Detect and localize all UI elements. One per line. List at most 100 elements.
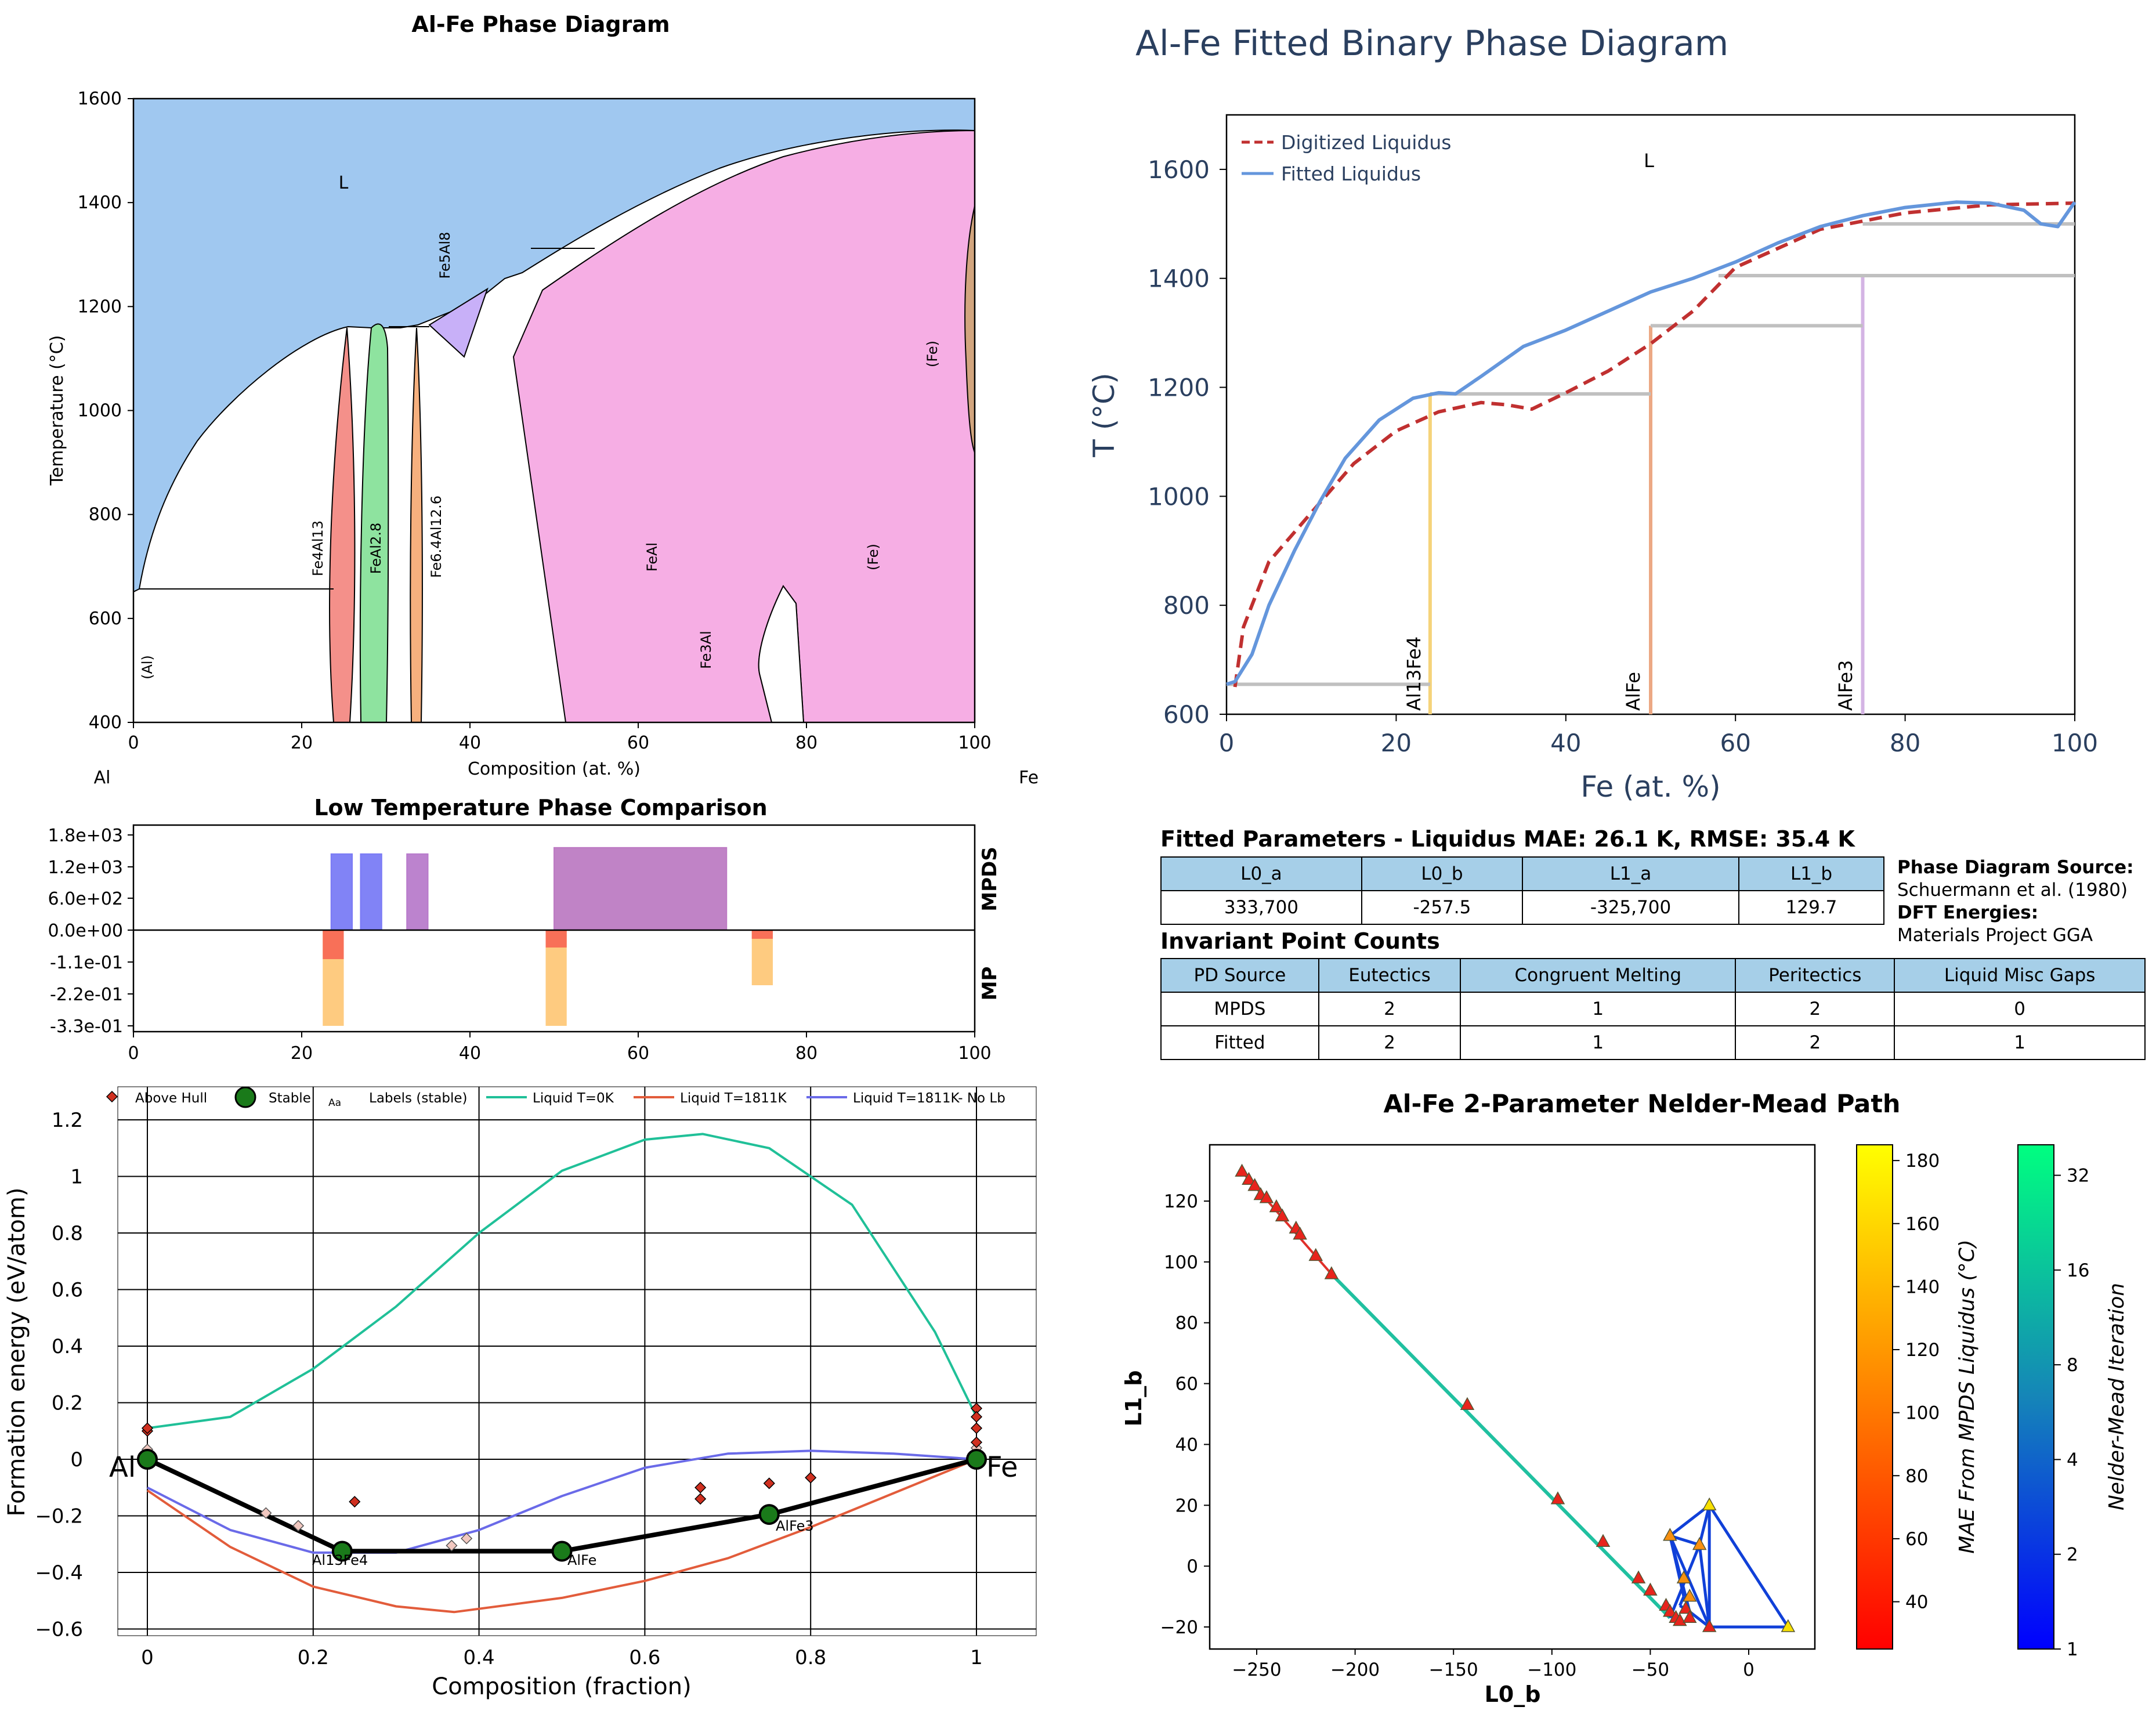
- x-tick-label: 0: [128, 733, 139, 753]
- y-tick-label: 1.8e+03: [48, 826, 123, 846]
- simplex-edge: [1678, 1596, 1685, 1607]
- nelder-mead-xlabel: L0_b: [1485, 1682, 1541, 1707]
- y-tick-label: 400: [89, 713, 122, 733]
- formation-energy-grid: [118, 1087, 1036, 1636]
- phase-comparison-frame: [132, 824, 976, 1033]
- y-tick-label: 60: [1175, 1374, 1198, 1395]
- legend-liquid0-text: Liquid T=0K: [533, 1091, 614, 1106]
- above-hull-light-marker: [461, 1532, 473, 1545]
- y-tick-label: 600: [1163, 700, 1210, 729]
- mae-point-low: [1550, 1491, 1565, 1505]
- feal28-label: FeAl2.8: [368, 523, 384, 574]
- legend-labels-text: Labels (stable): [369, 1091, 468, 1106]
- fe3al-label: Fe3Al: [698, 631, 714, 669]
- cbar-tick-label: 120: [1905, 1340, 1940, 1361]
- fe4al13-region: [329, 327, 356, 723]
- formation-energy-panel: 0 0.2 0.4 0.6 0.8 1 1.2 1 0.8 0.6 0.4 0.2 0 −0.2 −0.4 −…: [3, 1086, 1037, 1700]
- cbar-tick-label: 100: [1905, 1403, 1940, 1424]
- params-table: L0_a L0_b L1_a L1_b 333,700 -257.5 -325,…: [1160, 856, 1884, 925]
- above-hull-light-marker: [292, 1520, 305, 1532]
- dft-value: Materials Project GGA: [1897, 925, 2093, 946]
- invariant-cell: 2: [1735, 992, 1895, 1026]
- x-tick-label: 80: [1890, 729, 1920, 757]
- invariant-cell: 2: [1735, 1025, 1895, 1060]
- cbar-tick-label: 80: [1905, 1466, 1928, 1487]
- stable-marker: [551, 1541, 573, 1562]
- above-hull-marker: [349, 1496, 361, 1508]
- cbar-tick-label: 180: [1905, 1151, 1940, 1171]
- params-header-l0a: L0_a: [1160, 856, 1362, 891]
- stable-label-alfe: AlFe: [567, 1552, 596, 1568]
- above-hull-marker: [141, 1422, 154, 1434]
- stable-marker: [758, 1504, 780, 1525]
- mpds-bar: [360, 853, 382, 931]
- mae-point-low: [1308, 1247, 1323, 1261]
- end-right-label: Fe: [986, 1451, 1018, 1484]
- mp-side-label: MP: [978, 967, 1001, 1001]
- x-tick-label: 60: [627, 1043, 649, 1064]
- mae-point-low: [1596, 1534, 1611, 1547]
- phase-label-al13fe4: Al13Fe4: [1403, 637, 1425, 711]
- phase-diagram-ylabel: Temperature (°C): [47, 335, 67, 486]
- invariant-header-source: PD Source: [1160, 958, 1319, 993]
- y-tick-label: 6.0e+02: [48, 889, 123, 909]
- mae-point-low: [1663, 1604, 1677, 1617]
- table-row: Fitted 2 1 2 1: [1160, 1025, 2146, 1060]
- x-tick-label: −100: [1527, 1659, 1576, 1680]
- dft-title: DFT Energies:: [1897, 902, 2039, 923]
- phase-diagram-title: Al-Fe Phase Diagram: [411, 12, 670, 37]
- formation-energy-frame: [117, 1086, 1037, 1636]
- x-tick-label: 0: [1219, 729, 1235, 757]
- above-hull-marker: [694, 1481, 707, 1494]
- above-hull-marker: [970, 1436, 983, 1448]
- legend-fitted-text: Fitted Liquidus: [1281, 162, 1421, 185]
- phase-comparison-panel: Low Temperature Phase Comparison 1.8e+03…: [48, 795, 1001, 1064]
- mae-point-low: [1293, 1227, 1307, 1240]
- y-tick-label: -1.1e-01: [50, 953, 123, 973]
- x-tick-label: 0.6: [629, 1646, 660, 1669]
- mae-point-low: [1643, 1582, 1658, 1596]
- params-table-title: Fitted Parameters - Liquidus MAE: 26.1 K…: [1160, 826, 1855, 852]
- params-header-l1b: L1_b: [1738, 856, 1884, 891]
- nelder-mead-panel: Al-Fe 2-Parameter Nelder-Mead Path −250−…: [1121, 1090, 2129, 1707]
- phase-label-alfe: AlFe: [1622, 672, 1644, 711]
- mae-point-low: [1324, 1266, 1339, 1279]
- formation-energy-legend: Above Hull Stable Aa Labels (stable) Liq…: [106, 1086, 1005, 1109]
- y-tick-label: 1200: [78, 296, 122, 317]
- x-tick-label: 0: [141, 1646, 154, 1669]
- x-tick-label: 40: [459, 733, 481, 753]
- cbar-tick-label: 60: [1905, 1529, 1928, 1550]
- liquid-1811k-curve: [146, 1458, 977, 1614]
- mae-point-low: [1235, 1163, 1249, 1177]
- fitted-diagram-title: Al-Fe Fitted Binary Phase Diagram: [1135, 23, 1728, 64]
- y-tick-label: -2.2e-01: [50, 985, 123, 1005]
- y-tick-label: -3.3e-01: [50, 1017, 123, 1037]
- x-tick-label: −250: [1232, 1659, 1281, 1680]
- y-tick-label: 20: [1175, 1495, 1198, 1516]
- params-header-l1a: L1_a: [1521, 856, 1740, 891]
- y-tick-label: 1600: [1148, 156, 1210, 184]
- phase-diagram-axes: 0 20 40 60 80 100 400 600 800 1000 1200 1400 1600: [78, 89, 992, 753]
- legend-liquid1811-text: Liquid T=1811K: [680, 1091, 787, 1106]
- liquid-region: [133, 98, 975, 593]
- cbar-tick-label: 140: [1905, 1277, 1940, 1297]
- invariant-header-row: PD Source Eutectics Congruent Melting Pe…: [1160, 958, 2146, 993]
- x-tick-label: −200: [1330, 1659, 1380, 1680]
- x-tick-label: 0: [1743, 1659, 1755, 1680]
- fe64al126-label: Fe6.4Al12.6: [428, 496, 444, 578]
- mp-bar: [751, 930, 773, 939]
- invariant-header-congruent: Congruent Melting: [1460, 958, 1737, 993]
- y-tick-label: 600: [89, 609, 122, 629]
- legend-labels-sample: Aa: [328, 1097, 341, 1109]
- nelder-mead-frame: [1209, 1144, 1816, 1650]
- params-value-row: 333,700 -257.5 -325,700 129.7: [1160, 890, 1884, 925]
- nelder-mead-ylabel: L1_b: [1121, 1371, 1146, 1427]
- cbar-tick-label: 4: [2067, 1449, 2078, 1470]
- digitized-liquidus-line: [1233, 201, 2075, 688]
- x-tick-label: 1: [970, 1646, 983, 1669]
- above-hull-light-marker: [260, 1507, 272, 1519]
- feal28-region: [359, 323, 389, 723]
- y-tick-label: −20: [1160, 1617, 1198, 1638]
- fe-high-label: (Fe): [924, 341, 940, 367]
